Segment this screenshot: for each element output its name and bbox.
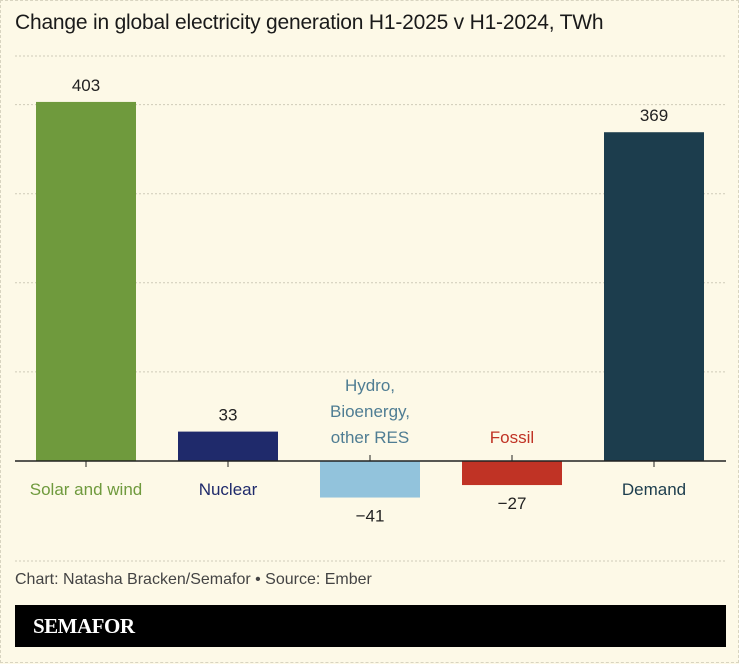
brand-logo: SEMAFOR: [33, 614, 135, 638]
bar: [178, 431, 278, 461]
value-label: 33: [219, 406, 238, 425]
category-label: Fossil: [490, 428, 534, 447]
category-label: Demand: [622, 480, 686, 499]
category-label: Nuclear: [199, 480, 258, 499]
value-label: 369: [640, 106, 668, 125]
chart-title: Change in global electricity generation …: [15, 11, 604, 34]
category-label: other RES: [331, 428, 409, 447]
chart-credit: Chart: Natasha Bracken/Semafor • Source:…: [15, 571, 372, 588]
value-label: 403: [72, 76, 100, 95]
bar: [36, 101, 136, 461]
bar: [320, 461, 420, 498]
bar: [462, 461, 562, 486]
value-label: −27: [498, 494, 527, 513]
brand-bar: SEMAFOR: [15, 605, 726, 647]
category-label: Bioenergy,: [330, 402, 410, 421]
category-label: Solar and wind: [30, 480, 142, 499]
value-label: −41: [356, 507, 385, 526]
bar: [604, 132, 704, 461]
category-label: Hydro,: [345, 376, 395, 395]
